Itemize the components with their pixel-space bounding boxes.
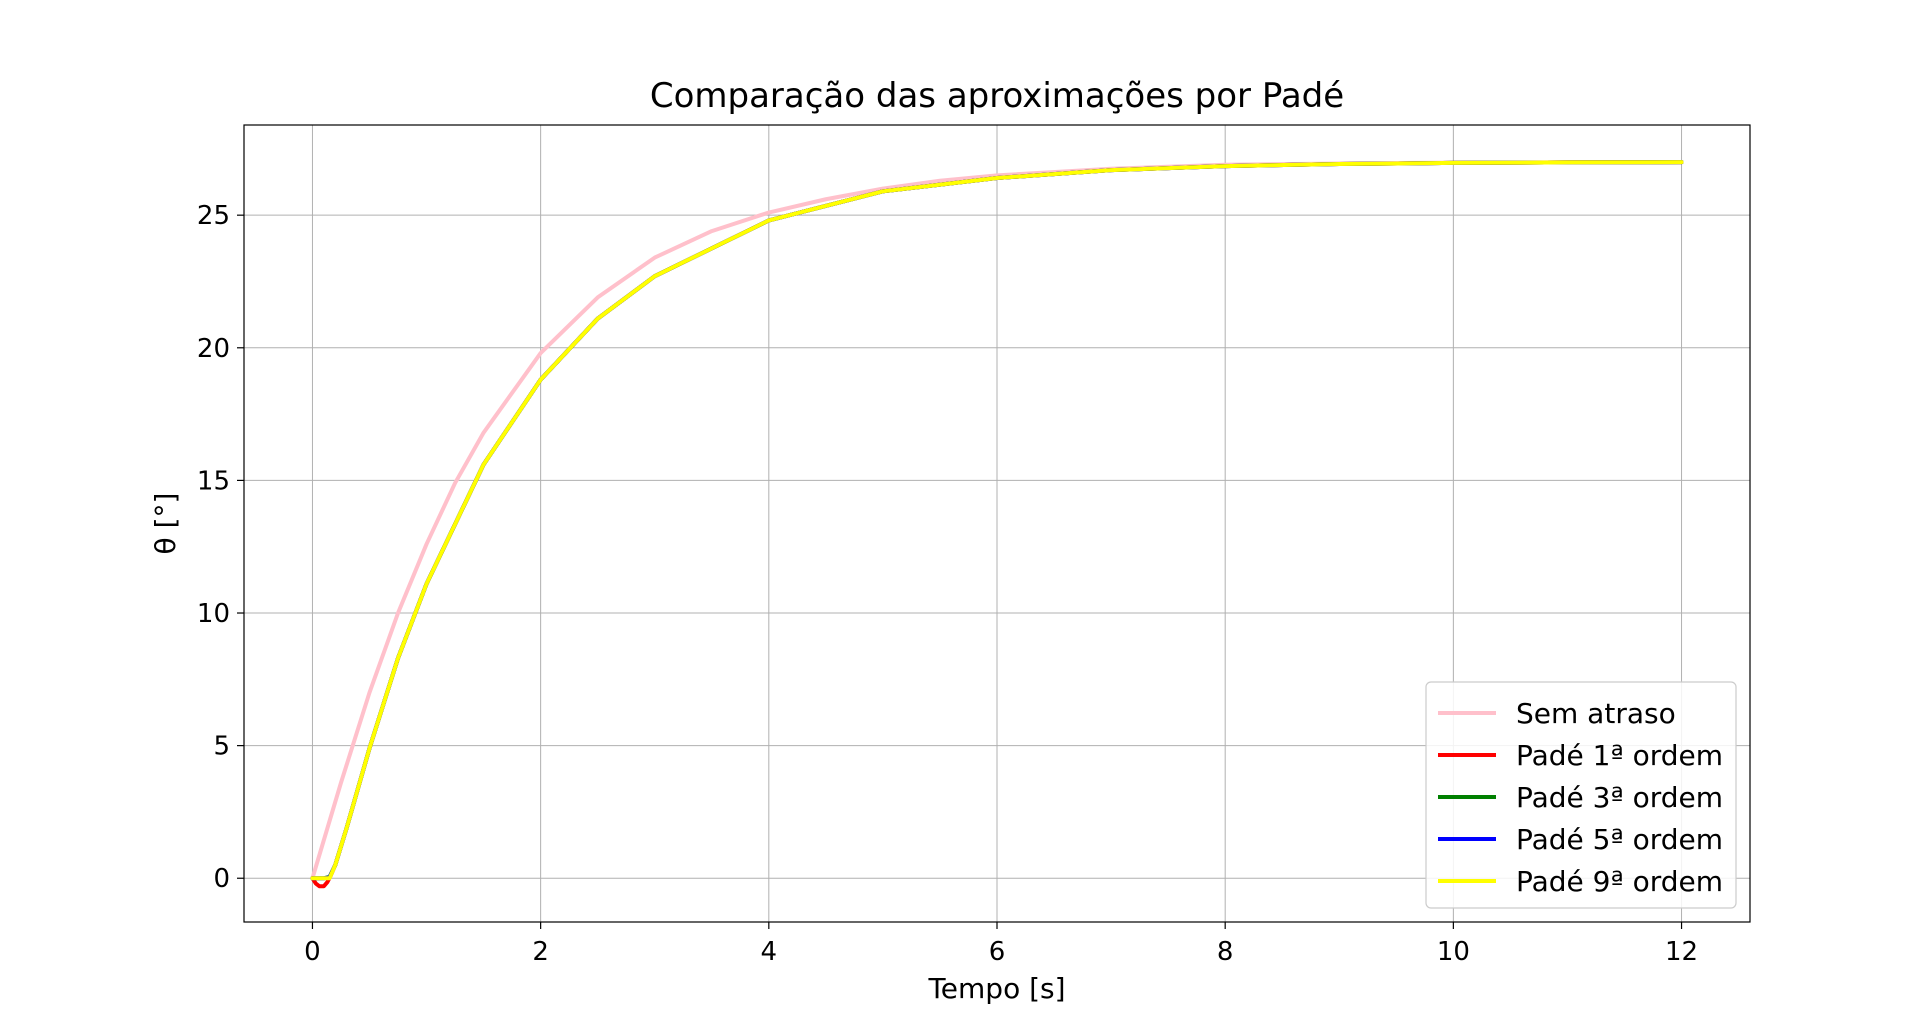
x-tick-label: 8 xyxy=(1217,937,1234,967)
x-tick-label: 12 xyxy=(1665,937,1698,967)
legend: Sem atraso Padé 1ª ordem Padé 3ª ordem Padé… xyxy=(1425,681,1737,909)
legend-box xyxy=(1425,681,1737,909)
x-tick-label: 4 xyxy=(761,937,778,967)
legend-label: Padé 1ª ordem xyxy=(1516,739,1723,772)
grid-lines xyxy=(244,125,1750,922)
y-tick-label: 5 xyxy=(213,732,230,762)
x-tick-label: 2 xyxy=(532,937,549,967)
series-line-5 xyxy=(310,160,1684,881)
y-tick-label: 0 xyxy=(213,864,230,894)
series-layer xyxy=(310,160,1684,889)
legend-label: Padé 5ª ordem xyxy=(1516,823,1723,856)
legend-label: Padé 9ª ordem xyxy=(1516,865,1723,898)
x-axis-title: Tempo [s] xyxy=(927,972,1065,1005)
y-axis-title: θ [°] xyxy=(149,493,182,555)
x-tick-label: 0 xyxy=(304,937,321,967)
y-tick-label: 15 xyxy=(197,466,230,496)
x-tick-label: 6 xyxy=(989,937,1006,967)
x-tick-label: 10 xyxy=(1437,937,1470,967)
axis-ticks: 0 2 4 6 8 10 12 0 5 10 15 20 25 xyxy=(197,201,1698,967)
y-tick-label: 10 xyxy=(197,599,230,629)
y-tick-label: 20 xyxy=(197,334,230,364)
y-tick-label: 25 xyxy=(197,201,230,231)
legend-label: Sem atraso xyxy=(1516,697,1676,730)
legend-label: Padé 3ª ordem xyxy=(1516,781,1723,814)
chart-title: Comparação das aproximações por Padé xyxy=(650,76,1344,116)
